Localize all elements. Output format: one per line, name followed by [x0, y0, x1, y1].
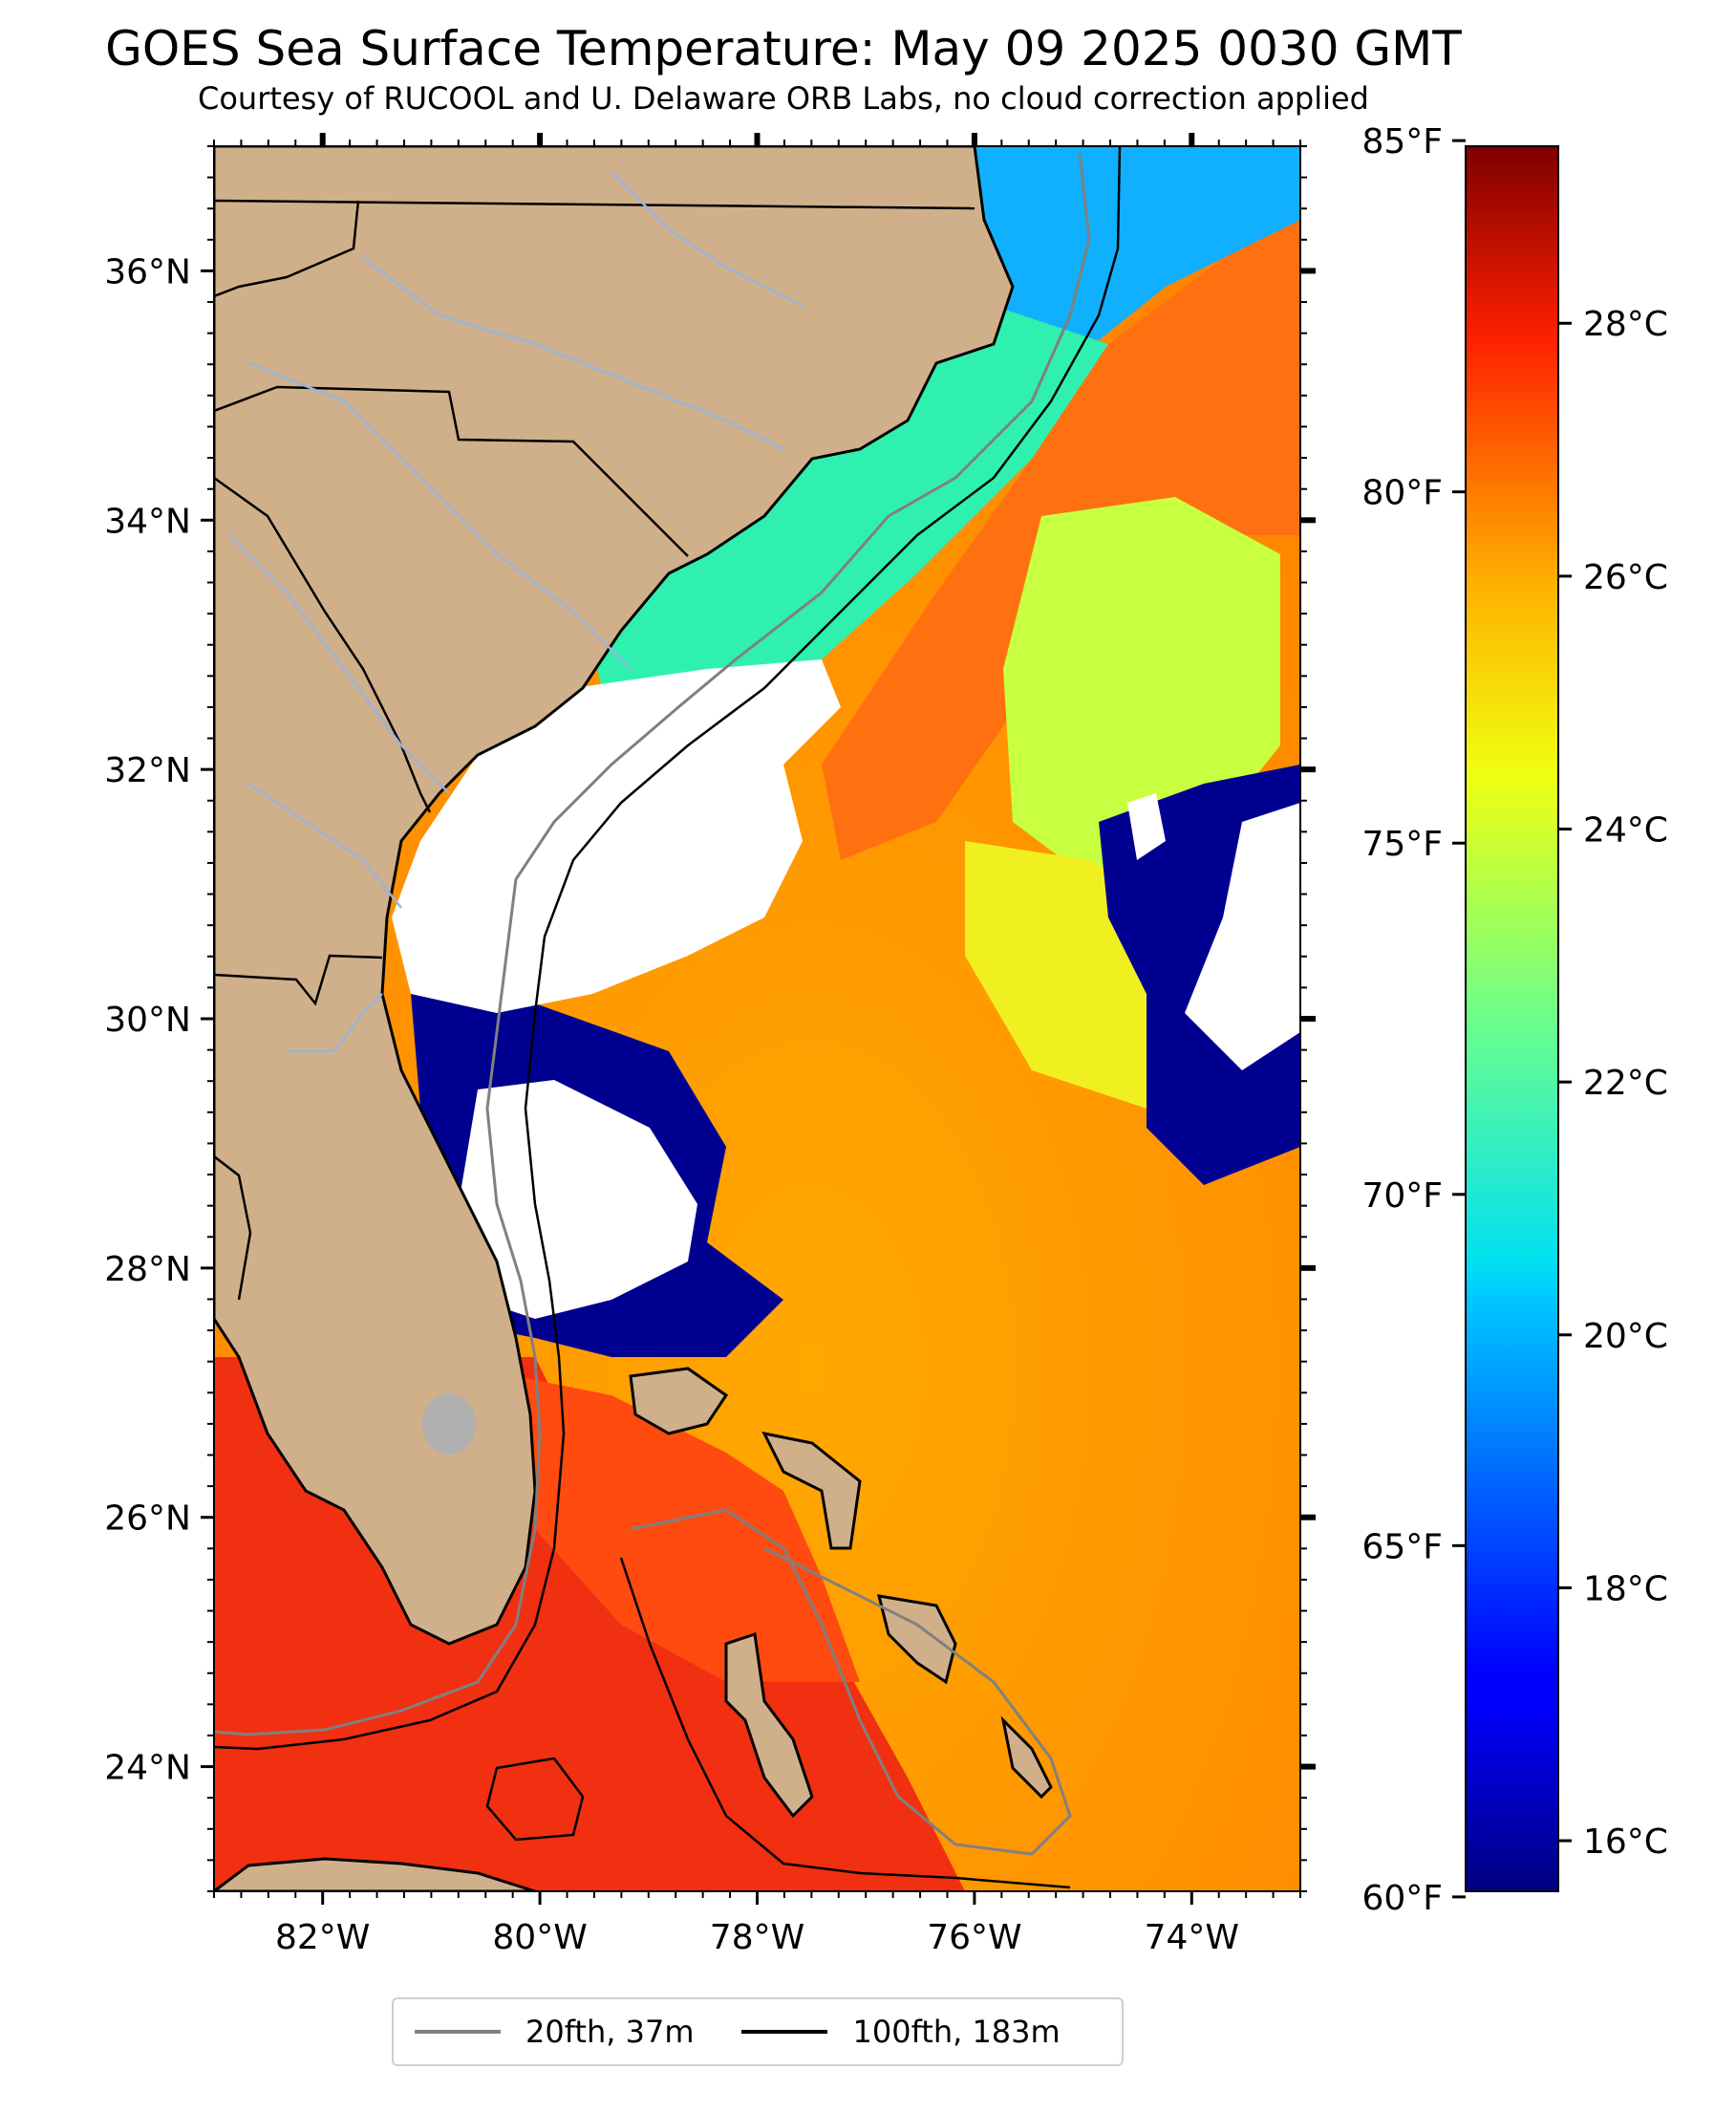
celsius-ticks: 16°C 18°C 20°C 22°C 24°C 26°C 28°C — [1558, 305, 1668, 1862]
lat-tick-label-5: 34°N — [104, 502, 191, 541]
legend-item-20fth: 20fth, 37m — [415, 2014, 694, 2050]
land-cuba — [214, 1857, 536, 1891]
fahrenheit-tick-label-4: 80°F — [1361, 474, 1443, 513]
lat-tick-label-1: 26°N — [104, 1499, 191, 1539]
ocean-hot-straits — [516, 1376, 860, 1682]
state-borders — [214, 199, 975, 1006]
cloud-mask-east — [1185, 803, 1300, 1070]
lat-tick-label-2: 28°N — [104, 1250, 191, 1289]
celsius-tick-label-5: 26°C — [1583, 558, 1668, 597]
contour-cay-sal — [485, 1757, 585, 1842]
legend-line-20fth — [415, 2030, 501, 2034]
land-mainland — [214, 146, 1015, 1646]
fahrenheit-tick-label-1: 65°F — [1361, 1527, 1443, 1566]
contour-20fth-bahamas — [630, 1508, 1072, 1856]
fahrenheit-ticks: 60°F 65°F 70°F 75°F 80°F 85°F — [1361, 122, 1466, 1918]
lat-tick-label-3: 30°N — [104, 1001, 191, 1040]
rivers — [228, 171, 804, 1053]
longitude-ticks: 82°W 80°W 78°W 76°W 74°W — [213, 133, 1301, 1957]
legend-line-100fth — [741, 2030, 828, 2034]
fahrenheit-tick-label-2: 70°F — [1361, 1176, 1443, 1216]
land-eleuthera — [876, 1594, 957, 1685]
ocean-cold-north — [975, 146, 1300, 363]
ocean-cool-shelf — [592, 306, 1108, 726]
lat-tick-label-4: 32°N — [104, 751, 191, 790]
legend-item-100fth: 100fth, 183m — [741, 2014, 1061, 2050]
fahrenheit-tick-label-0: 60°F — [1361, 1879, 1443, 1918]
fahrenheit-tick-label-5: 85°F — [1361, 122, 1443, 162]
celsius-tick-label-6: 28°C — [1583, 305, 1668, 344]
map-area — [214, 146, 1300, 1891]
land-abaco — [761, 1431, 862, 1550]
land-grand-bahama — [629, 1367, 729, 1435]
latitude-ticks: 24°N 26°N 28°N 30°N 32°N 34°N 36°N — [104, 145, 1316, 1892]
celsius-tick-label-0: 16°C — [1583, 1822, 1668, 1862]
celsius-tick-label-3: 22°C — [1583, 1064, 1668, 1103]
lon-tick-label-0: 82°W — [275, 1918, 370, 1957]
contour-100fth — [214, 146, 1122, 1751]
page-title: GOES Sea Surface Temperature: May 09 202… — [105, 21, 1462, 76]
page-subtitle: Courtesy of RUCOOL and U. Delaware ORB L… — [198, 80, 1369, 117]
legend-label-100fth: 100fth, 183m — [852, 2014, 1061, 2050]
lake-okeechobee — [422, 1393, 476, 1455]
fahrenheit-tick-label-3: 75°F — [1361, 825, 1443, 864]
cloud-mask-north — [392, 659, 841, 1013]
lon-tick-label-4: 74°W — [1145, 1918, 1239, 1957]
contour-100fth-bahamas — [619, 1557, 1071, 1889]
land-florida-west-coast — [214, 1155, 252, 1301]
contour-20fth — [214, 152, 1091, 1736]
lat-tick-label-6: 36°N — [104, 252, 191, 291]
celsius-tick-label-2: 20°C — [1583, 1317, 1668, 1356]
celsius-tick-label-4: 24°C — [1583, 811, 1668, 851]
lat-tick-label-0: 24°N — [104, 1749, 191, 1788]
legend-label-20fth: 20fth, 37m — [525, 2014, 695, 2050]
sst-map-figure: 82°W 80°W 78°W 76°W 74°W 24°N 26°N 28°N 30°N 32°… — [104, 122, 1668, 1957]
cloud-mask-far-east — [1127, 793, 1166, 860]
land-exuma — [1000, 1715, 1053, 1800]
lon-tick-label-3: 76°W — [927, 1918, 1021, 1957]
lon-tick-label-2: 78°W — [710, 1918, 804, 1957]
bathymetry-legend: 20fth, 37m 100fth, 183m — [392, 1997, 1124, 2066]
cloud-mask-south — [459, 1080, 697, 1319]
lon-tick-label-1: 80°W — [492, 1918, 587, 1957]
colorbar — [1465, 145, 1559, 1892]
celsius-tick-label-1: 18°C — [1583, 1569, 1668, 1608]
land-andros — [724, 1632, 814, 1819]
